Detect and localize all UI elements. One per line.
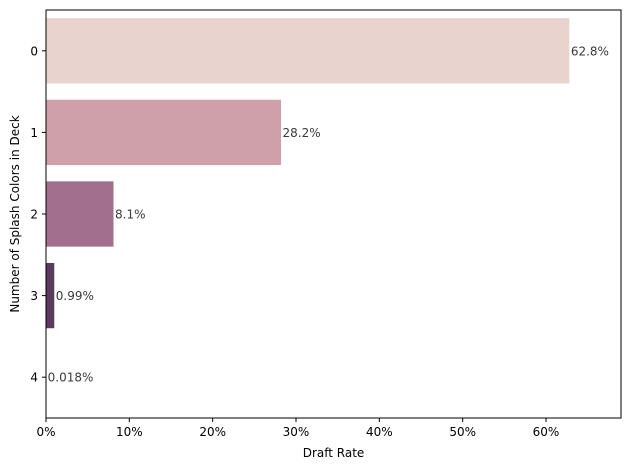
- bar-0: [46, 18, 570, 84]
- y-tick-label-0: 0: [30, 44, 38, 58]
- y-tick-label-4: 4: [30, 371, 38, 385]
- x-axis-ticks: 0% 10% 20% 30% 40% 50% 60%: [36, 418, 559, 439]
- x-tick-label-0: 0%: [36, 425, 55, 439]
- data-label-2: 8.1%: [115, 208, 146, 222]
- data-label-4: 0.018%: [48, 371, 94, 385]
- y-tick-label-2: 2: [30, 208, 38, 222]
- data-label-1: 28.2%: [283, 126, 321, 140]
- bar-2: [46, 181, 114, 247]
- data-label-3: 0.99%: [56, 289, 94, 303]
- x-tick-label-60: 60%: [533, 425, 560, 439]
- bar-1: [46, 99, 281, 166]
- x-axis-label: Draft Rate: [303, 446, 365, 460]
- x-tick-label-10: 10%: [116, 425, 143, 439]
- y-axis-label: Number of Splash Colors in Deck: [8, 115, 22, 312]
- bars-group: [46, 18, 570, 410]
- y-tick-label-1: 1: [30, 126, 38, 140]
- x-tick-label-30: 30%: [283, 425, 310, 439]
- x-tick-label-20: 20%: [199, 425, 226, 439]
- x-tick-label-40: 40%: [366, 425, 393, 439]
- data-labels-group: 62.8% 28.2% 8.1% 0.99% 0.018%: [48, 44, 609, 384]
- y-axis-ticks: 0 1 2 3 4: [30, 44, 46, 385]
- x-tick-label-50: 50%: [449, 425, 476, 439]
- bar-3: [46, 262, 55, 329]
- data-label-0: 62.8%: [571, 44, 609, 58]
- y-tick-label-3: 3: [30, 289, 38, 303]
